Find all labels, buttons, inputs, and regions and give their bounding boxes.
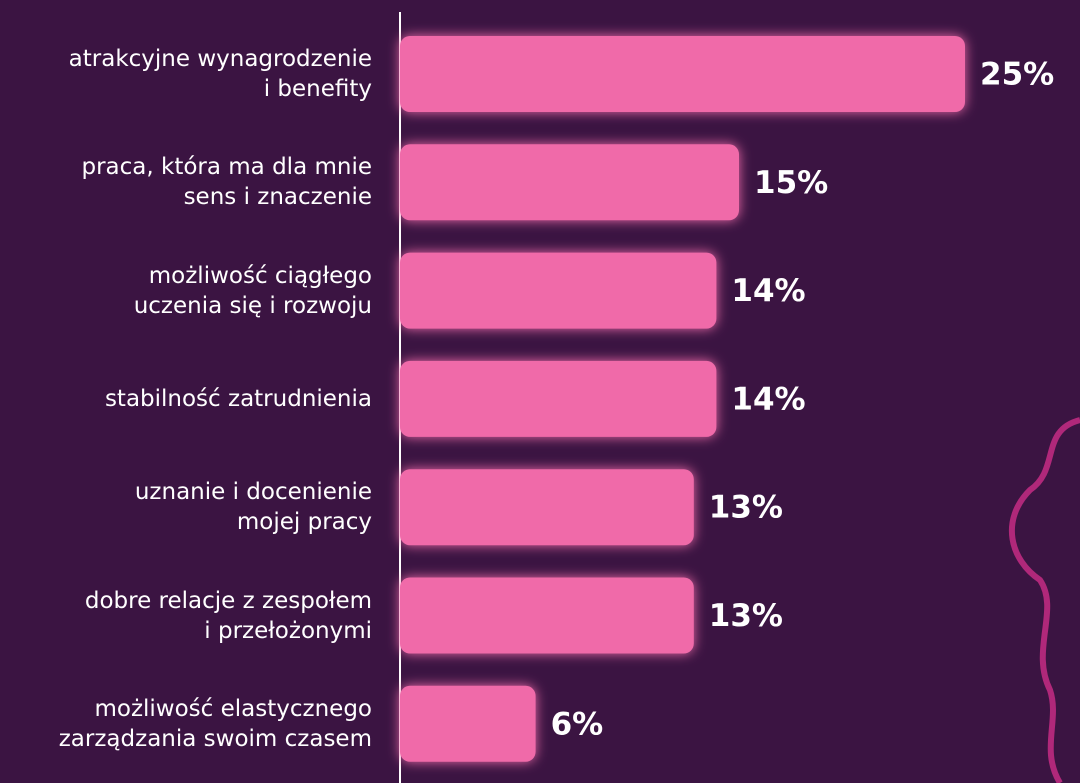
value-label: 14% bbox=[731, 381, 805, 417]
bar bbox=[400, 686, 536, 762]
value-label: 25% bbox=[980, 57, 1054, 93]
value-label: 6% bbox=[551, 706, 604, 742]
value-label: 15% bbox=[754, 165, 828, 201]
category-label: praca, która ma dla mnie sens i znaczeni… bbox=[0, 152, 372, 212]
category-label: stabilność zatrudnienia bbox=[0, 384, 372, 414]
bar bbox=[400, 144, 739, 220]
bar bbox=[400, 361, 716, 437]
bar bbox=[400, 578, 694, 654]
category-label: uznanie i docenienie mojej pracy bbox=[0, 477, 372, 537]
value-label: 13% bbox=[709, 598, 783, 634]
page: 25%15%14%14%13%13%6% (() => { const data… bbox=[0, 0, 1080, 783]
value-label: 13% bbox=[709, 490, 783, 526]
category-label: dobre relacje z zespołem i przełożonymi bbox=[0, 586, 372, 646]
value-label: 14% bbox=[731, 273, 805, 309]
bar bbox=[400, 469, 694, 545]
bar bbox=[400, 36, 965, 112]
category-label: możliwość elastycznego zarządzania swoim… bbox=[0, 694, 372, 754]
category-label: możliwość ciągłego uczenia się i rozwoju bbox=[0, 261, 372, 321]
bar bbox=[400, 253, 716, 329]
category-label: atrakcyjne wynagrodzenie i benefity bbox=[0, 44, 372, 104]
decoration bbox=[1012, 420, 1080, 783]
